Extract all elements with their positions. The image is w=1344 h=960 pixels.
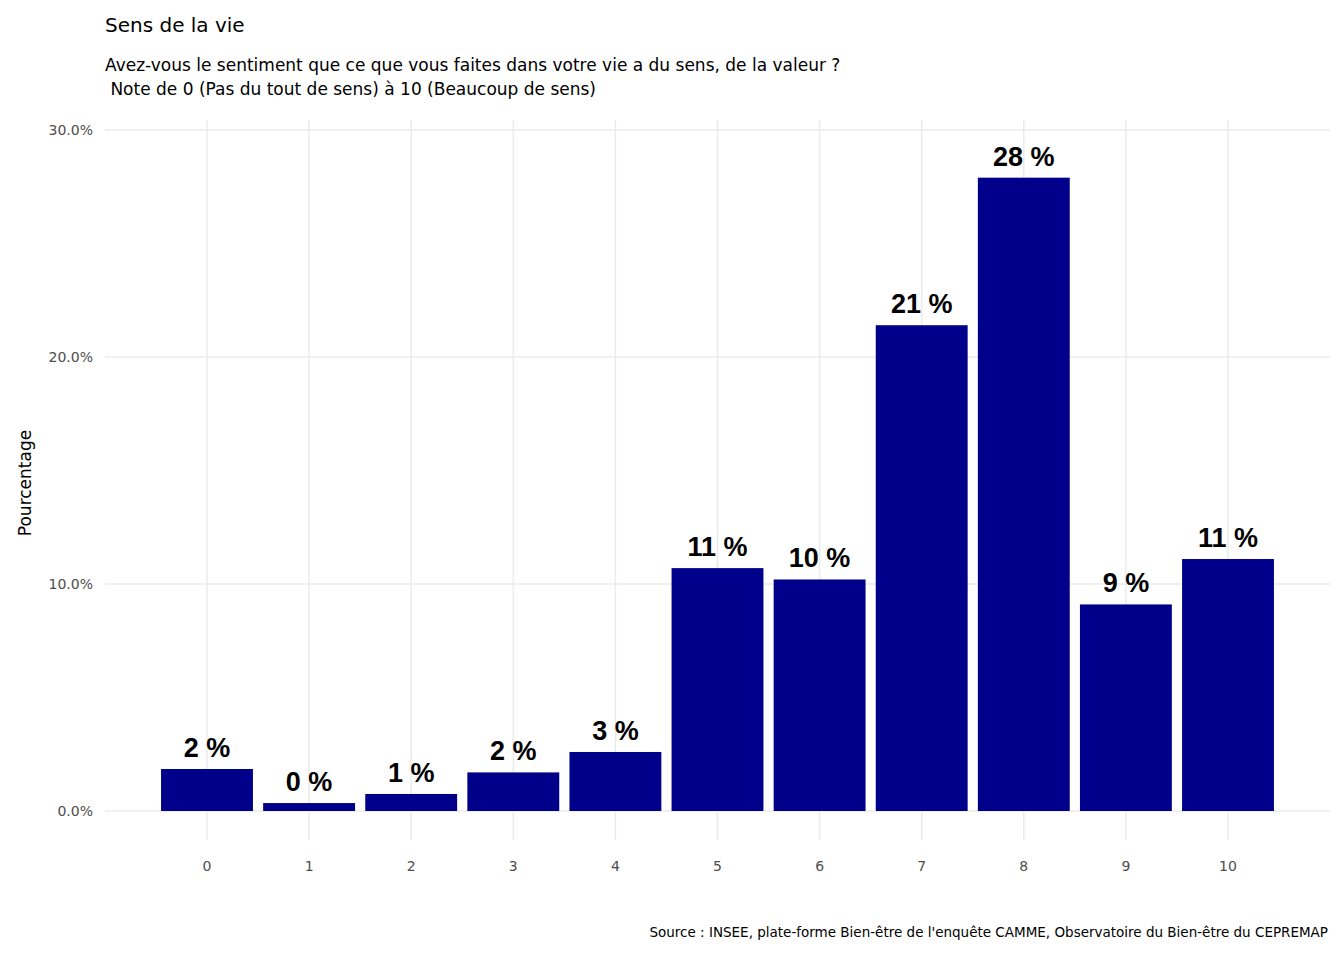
x-tick-label: 6 xyxy=(815,858,824,874)
bar xyxy=(876,325,968,811)
data-label: 3 % xyxy=(592,716,639,746)
x-grid-line xyxy=(308,120,310,840)
title: Sens de la vie xyxy=(105,13,245,37)
y-tick-label: 20.0% xyxy=(49,349,93,365)
bar xyxy=(263,803,355,811)
data-label: 21 % xyxy=(891,289,953,319)
data-label: 11 % xyxy=(687,532,747,562)
x-tick-label: 8 xyxy=(1019,858,1028,874)
x-grid-line xyxy=(410,120,412,840)
y-tick-label: 30.0% xyxy=(49,122,93,138)
data-label: 1 % xyxy=(388,758,435,788)
x-tick-label: 10 xyxy=(1219,858,1237,874)
x-tick-label: 3 xyxy=(509,858,518,874)
bar xyxy=(1182,559,1274,811)
y-axis-label: Pourcentage xyxy=(15,430,35,536)
bar xyxy=(978,178,1070,811)
bar xyxy=(672,568,764,811)
bar xyxy=(467,772,559,811)
x-grid-line xyxy=(206,120,208,840)
x-tick-label: 4 xyxy=(611,858,620,874)
subtitle: Note de 0 (Pas du tout de sens) à 10 (Be… xyxy=(105,79,596,99)
bar xyxy=(365,794,457,811)
x-tick-label: 2 xyxy=(407,858,416,874)
bar xyxy=(774,579,866,811)
x-tick-label: 7 xyxy=(917,858,926,874)
x-grid-line xyxy=(513,120,515,840)
bar xyxy=(1080,604,1172,811)
x-tick-label: 5 xyxy=(713,858,722,874)
bars xyxy=(161,178,1274,811)
data-label: 9 % xyxy=(1103,568,1150,598)
grid xyxy=(105,120,1330,840)
data-label: 10 % xyxy=(789,543,851,573)
y-tick-label: 0.0% xyxy=(57,803,93,819)
chart: 0.0% 10.0% 20.0% 30.0% 0 1 2 3 4 5 6 7 8 9 10 2 % 0 % 1 %… xyxy=(0,0,1344,960)
data-label: 11 % xyxy=(1198,523,1258,553)
subtitle: Avez-vous le sentiment que ce que vous f… xyxy=(105,55,840,75)
bar xyxy=(569,752,661,811)
y-tick-label: 10.0% xyxy=(49,576,93,592)
bar xyxy=(161,769,253,811)
x-tick-label: 9 xyxy=(1121,858,1130,874)
data-label: 2 % xyxy=(490,736,537,766)
source: Source : INSEE, plate-forme Bien-être de… xyxy=(649,924,1328,940)
data-label: 0 % xyxy=(286,767,333,797)
x-tick-label: 0 xyxy=(203,858,212,874)
data-label: 2 % xyxy=(184,733,231,763)
x-tick-label: 1 xyxy=(305,858,314,874)
data-label: 28 % xyxy=(993,142,1055,172)
